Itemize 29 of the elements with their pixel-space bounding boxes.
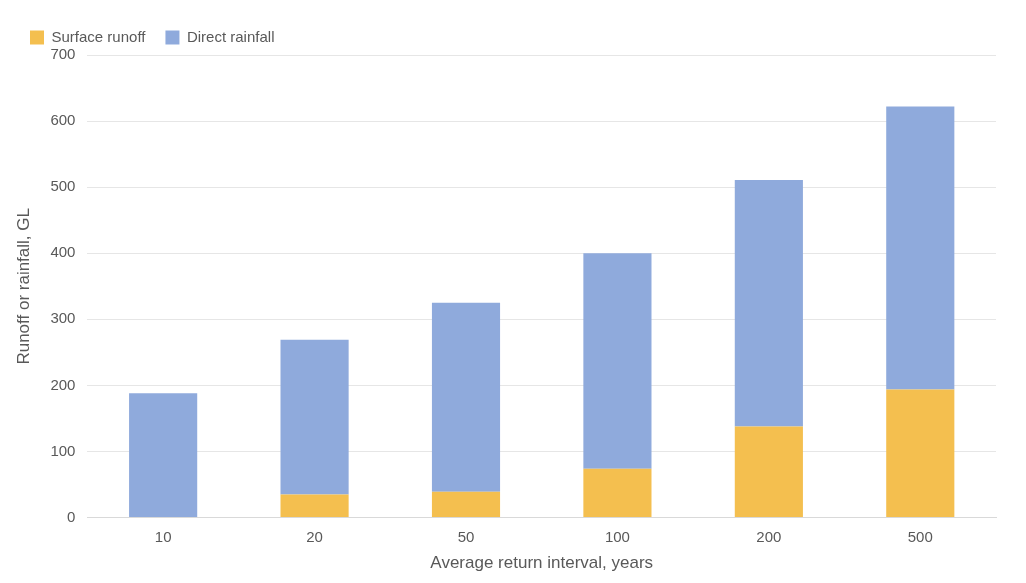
legend-label: Surface runoff [51, 27, 147, 45]
bar [431, 491, 501, 518]
bar [583, 253, 652, 469]
y-tick-label: 200 [50, 375, 76, 393]
y-tick-label: 100 [50, 441, 76, 459]
bar [734, 179, 803, 427]
y-tick-label: 500 [50, 177, 76, 195]
y-tick-label: 400 [50, 243, 76, 261]
x-tick-label: 10 [154, 527, 172, 545]
y-tick-label: 700 [50, 45, 76, 63]
bar [431, 302, 501, 492]
x-tick-label: 50 [457, 527, 475, 545]
bar [129, 393, 198, 518]
x-tick-label: 500 [907, 527, 933, 545]
x-tick-label: 20 [306, 527, 323, 545]
y-axis-title: Runoff or rainfall, GL [13, 208, 33, 365]
y-tick-label: 0 [67, 507, 76, 525]
bar [886, 106, 955, 390]
x-tick-label: 200 [756, 527, 782, 545]
y-tick-label: 600 [50, 111, 76, 129]
x-tick-label: 100 [604, 527, 630, 545]
legend-label: Direct rainfall [186, 27, 275, 45]
bar [280, 494, 349, 518]
bar [583, 468, 652, 518]
bar [886, 389, 955, 518]
bar [280, 339, 349, 495]
y-tick-label: 300 [50, 309, 76, 327]
bar [734, 426, 803, 518]
x-axis-title: Average return interval, years [430, 553, 654, 573]
